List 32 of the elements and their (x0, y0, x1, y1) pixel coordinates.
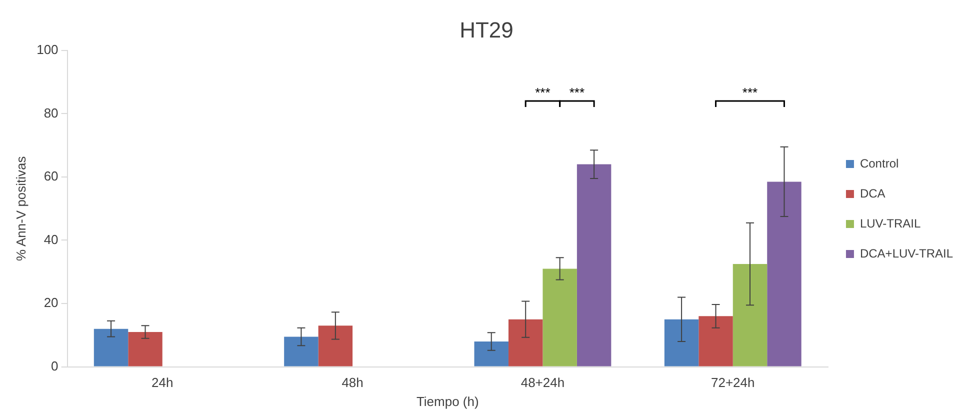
bar (576, 164, 612, 366)
annotation: *** (535, 85, 550, 100)
bar (542, 268, 577, 366)
bar (732, 264, 768, 366)
bar (508, 319, 543, 366)
y-tick-label: 40 (44, 232, 58, 247)
y-tick-label: 100 (36, 42, 58, 57)
annotation: *** (742, 85, 758, 100)
bar (698, 316, 733, 366)
legend-label: DCA+LUV-TRAIL (860, 246, 954, 260)
bar (664, 319, 699, 366)
y-axis-title: % Ann-V positivas (13, 156, 28, 261)
y-tick-label: 80 (44, 105, 58, 120)
y-tick-label: 0 (51, 358, 58, 374)
bar (94, 328, 128, 366)
x-tick-label: 24h (152, 375, 174, 390)
y-tick-label: 60 (44, 168, 58, 184)
bar (128, 332, 162, 366)
x-tick-label: 48h (342, 375, 364, 390)
chart-title: HT29 (460, 17, 514, 42)
x-tick-label: 48+24h (520, 375, 565, 390)
bar (318, 326, 353, 366)
y-tick-label: 20 (44, 295, 58, 310)
x-axis-title: Tiempo (h) (416, 394, 479, 409)
bar (474, 341, 508, 366)
bar (284, 336, 318, 366)
legend-label: LUV-TRAIL (860, 216, 921, 230)
annotation: *** (569, 85, 585, 100)
x-tick-label: 72+24h (711, 375, 755, 390)
legend-label: DCA (860, 186, 886, 200)
legend-label: Control (860, 156, 899, 170)
bar (767, 182, 802, 366)
